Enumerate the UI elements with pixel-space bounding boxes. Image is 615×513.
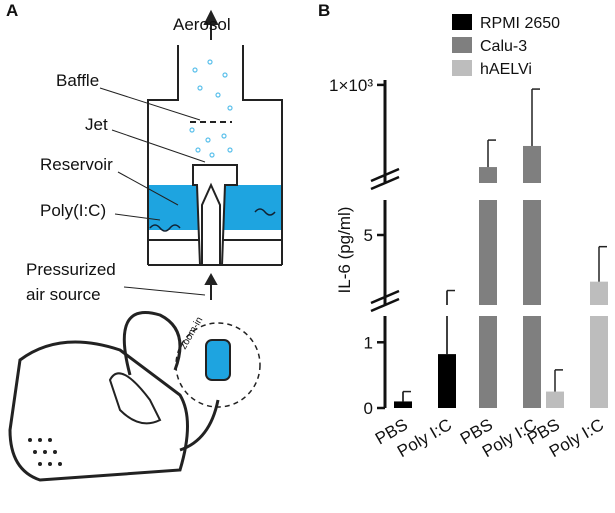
zoom-in-label: zoom-in	[178, 315, 205, 351]
jet-label: Jet	[85, 115, 108, 134]
reservoir-label: Reservoir	[40, 155, 113, 174]
legend-swatch	[452, 37, 472, 53]
y-tick-label: 0	[364, 399, 373, 418]
y-tick-label: 5	[364, 226, 373, 245]
nebulizer-diagram	[8, 9, 283, 482]
y-axis-label: IL-6 (pg/ml)	[335, 207, 354, 294]
axis-break	[370, 289, 400, 305]
legend-swatch	[452, 60, 472, 76]
axis-break	[370, 175, 400, 191]
y-tick-label: 1×10³	[329, 76, 373, 95]
bar	[523, 316, 541, 408]
bar	[590, 281, 608, 305]
bar	[479, 167, 497, 183]
bar	[523, 200, 541, 305]
pressurized-label: Pressurized	[26, 260, 116, 279]
bar	[479, 316, 497, 408]
aerosol-label: Aerosol	[173, 15, 231, 34]
poly-ic-label: Poly(I:C)	[40, 201, 106, 220]
baffle-label: Baffle	[56, 71, 99, 90]
legend-label: RPMI 2650	[480, 15, 560, 32]
axis-break	[370, 297, 400, 313]
legend-label: Calu-3	[480, 38, 527, 55]
legend-label: hAELVi	[480, 61, 532, 78]
panel-label: B	[318, 1, 330, 20]
bar	[479, 200, 497, 305]
axis-break	[370, 167, 400, 183]
panel-label: A	[6, 1, 18, 20]
bar	[394, 401, 412, 408]
bar	[546, 391, 564, 408]
air-source-label: air source	[26, 285, 101, 304]
legend-swatch	[452, 14, 472, 30]
bar	[523, 145, 541, 183]
y-tick-label: 1	[364, 333, 373, 352]
bar	[438, 354, 456, 408]
bar	[590, 316, 608, 408]
